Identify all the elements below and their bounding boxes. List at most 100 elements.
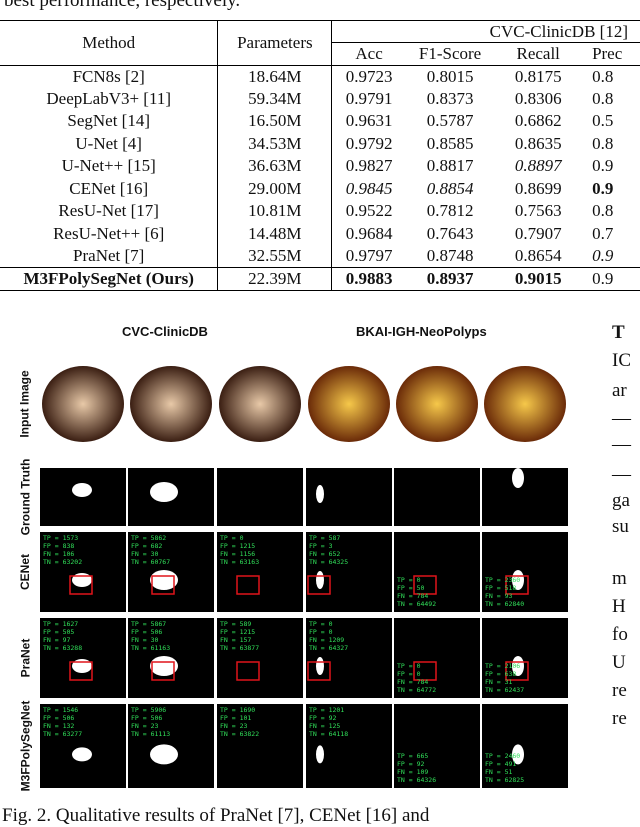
confusion-stats: TP = 2460 FP = 491 FN = 51 TN = 62825: [485, 752, 524, 784]
stat-line: FN = 784: [397, 592, 429, 600]
stat-line: FN = 125: [309, 722, 341, 730]
stat-line: FP = 506: [131, 714, 163, 722]
mask-image: [306, 468, 392, 526]
confusion-stats: TP = 5906 FP = 506 FN = 23 TN = 61113: [131, 706, 170, 738]
confusion-stats: TP = 1627 FP = 505 FN = 97 TN = 63288: [43, 620, 82, 652]
stat-line: FP = 506: [131, 628, 163, 636]
right-column-text: —: [612, 464, 631, 485]
cell-acc: 0.9827: [345, 156, 393, 176]
mask-image: TP = 665 FP = 92 FN = 109 TN = 64326: [394, 704, 480, 788]
right-column-text: H: [612, 596, 626, 617]
mask-image: TP = 5862 FP = 682 FN = 30 TN = 60767: [128, 532, 214, 612]
row-label: PraNet: [10, 618, 40, 698]
cell-f1: 0.8817: [426, 156, 474, 176]
mask-image: TP = 589 FP = 1215 FN = 157 TN = 63877: [217, 618, 303, 698]
cell-prec: 0.9: [592, 268, 614, 288]
stat-line: FN = 30: [131, 550, 159, 558]
stat-line: TN = 64118: [309, 730, 349, 738]
cell-method: U-Net++ [15]: [0, 155, 219, 178]
cell-params: 34.53M: [217, 132, 333, 155]
stat-line: TP = 589: [220, 620, 252, 628]
stat-line: FP = 0: [397, 670, 421, 678]
qualitative-figure: CVC-ClinicDB BKAI-IGH-NeoPolyps Input Im…: [0, 318, 590, 808]
table-row: CENet [16] 29.00M 0.9845 0.8854 0.8699 0.9: [0, 177, 640, 200]
cell-acc: 0.9522: [345, 201, 393, 221]
endoscopy-image: [128, 348, 214, 460]
cell-acc: 0.9791: [345, 88, 393, 108]
stat-line: TN = 63163: [220, 558, 260, 566]
confusion-stats: TP = 0 FP = 0 FN = 784 TN = 64772: [397, 662, 436, 694]
mask-image: TP = 2460 FP = 491 FN = 51 TN = 62825: [482, 704, 568, 788]
endoscopy-image: [394, 348, 480, 460]
right-column-text: ga: [612, 490, 630, 511]
cell-f1: 0.8373: [426, 88, 474, 108]
cell-prec: 0.7: [592, 223, 614, 243]
confusion-stats: TP = 1546 FP = 506 FN = 132 TN = 63277: [43, 706, 82, 738]
mask-image: TP = 1546 FP = 506 FN = 132 TN = 63277: [40, 704, 126, 788]
cell-recall: 0.7563: [514, 201, 562, 221]
table-row: M3FPolySegNet (Ours) 22.39M 0.9883 0.8937 0.…: [0, 267, 640, 290]
mask-image: [128, 468, 214, 526]
cell-method: U-Net [4]: [0, 132, 219, 155]
cell-params: 16.50M: [217, 110, 333, 133]
stat-line: FN = 157: [220, 636, 252, 644]
cell-params: 59.34M: [217, 87, 333, 110]
right-column-text: U: [612, 652, 626, 673]
mask-image: TP = 1690 FP = 101 FN = 23 TN = 63822: [217, 704, 303, 788]
stat-line: FN = 93: [485, 592, 513, 600]
right-column-text: ar: [612, 380, 627, 401]
mask-image: [217, 468, 303, 526]
right-column-text: re: [612, 680, 627, 701]
stat-line: FP = 506: [43, 714, 75, 722]
mask-image: TP = 5906 FP = 506 FN = 23 TN = 61113: [128, 704, 214, 788]
col-acc-header: Acc: [355, 43, 383, 63]
cell-prec: 0.8: [592, 133, 614, 153]
mask-image: [482, 468, 568, 526]
right-column-text: T: [612, 322, 625, 343]
stat-line: TP = 0: [309, 620, 333, 628]
cell-params: 14.48M: [217, 222, 333, 245]
confusion-stats: TP = 0 FP = 50 FN = 784 TN = 64492: [397, 576, 436, 608]
mask-image: TP = 5867 FP = 506 FN = 30 TN = 61163: [128, 618, 214, 698]
stat-line: TP = 1546: [43, 706, 79, 714]
stat-line: TN = 63877: [220, 644, 260, 652]
right-column-text: su: [612, 516, 629, 537]
cell-prec: 0.8: [592, 201, 614, 221]
stat-line: TP = 0: [397, 662, 421, 670]
cell-recall: 0.8699: [514, 178, 562, 198]
endoscopy-image: [306, 348, 392, 460]
stat-line: FP = 50: [397, 584, 425, 592]
stat-line: TP = 1690: [220, 706, 256, 714]
stat-line: TN = 62825: [485, 776, 525, 784]
mask-image: TP = 0 FP = 0 FN = 1209 TN = 64327: [306, 618, 392, 698]
stat-line: FN = 784: [397, 678, 429, 686]
right-column-text: re: [612, 708, 627, 729]
col-recall-header: Recall: [516, 43, 560, 63]
mask-image: TP = 1573 FP = 838 FN = 106 TN = 63202: [40, 532, 126, 612]
stat-line: TP = 1627: [43, 620, 79, 628]
mask-image: [394, 468, 480, 526]
cell-recall: 0.8635: [514, 133, 562, 153]
row-label: M3FPolySegNet: [10, 701, 40, 792]
stat-line: FP = 638: [485, 670, 517, 678]
cell-method: DeepLabV3+ [11]: [0, 87, 219, 110]
cell-params: 22.39M: [217, 267, 333, 290]
confusion-stats: TP = 5862 FP = 682 FN = 30 TN = 60767: [131, 534, 170, 566]
cell-f1: 0.5787: [426, 111, 474, 131]
mask-image: TP = 1627 FP = 505 FN = 97 TN = 63288: [40, 618, 126, 698]
row-label: Ground Truth: [10, 459, 40, 536]
table-row: ResU-Net [17] 10.81M 0.9522 0.7812 0.7563 0.8: [0, 200, 640, 223]
table-row: U-Net [4] 34.53M 0.9792 0.8585 0.8635 0.8: [0, 132, 640, 155]
stat-line: TP = 2360: [485, 576, 521, 584]
stat-line: FN = 652: [309, 550, 341, 558]
stat-line: TN = 64326: [397, 776, 437, 784]
cell-f1: 0.7643: [426, 223, 474, 243]
dataset-title-bkai: BKAI-IGH-NeoPolyps: [356, 324, 487, 339]
stat-line: FP = 518: [485, 584, 517, 592]
stat-line: FN = 1156: [220, 550, 256, 558]
mask-image: TP = 0 FP = 0 FN = 784 TN = 64772: [394, 618, 480, 698]
stat-line: FP = 3: [309, 542, 333, 550]
row-label-text: Ground Truth: [18, 458, 32, 536]
table-row: U-Net++ [15] 36.63M 0.9827 0.8817 0.8897 0.9: [0, 155, 640, 178]
stat-line: TN = 63277: [43, 730, 83, 738]
